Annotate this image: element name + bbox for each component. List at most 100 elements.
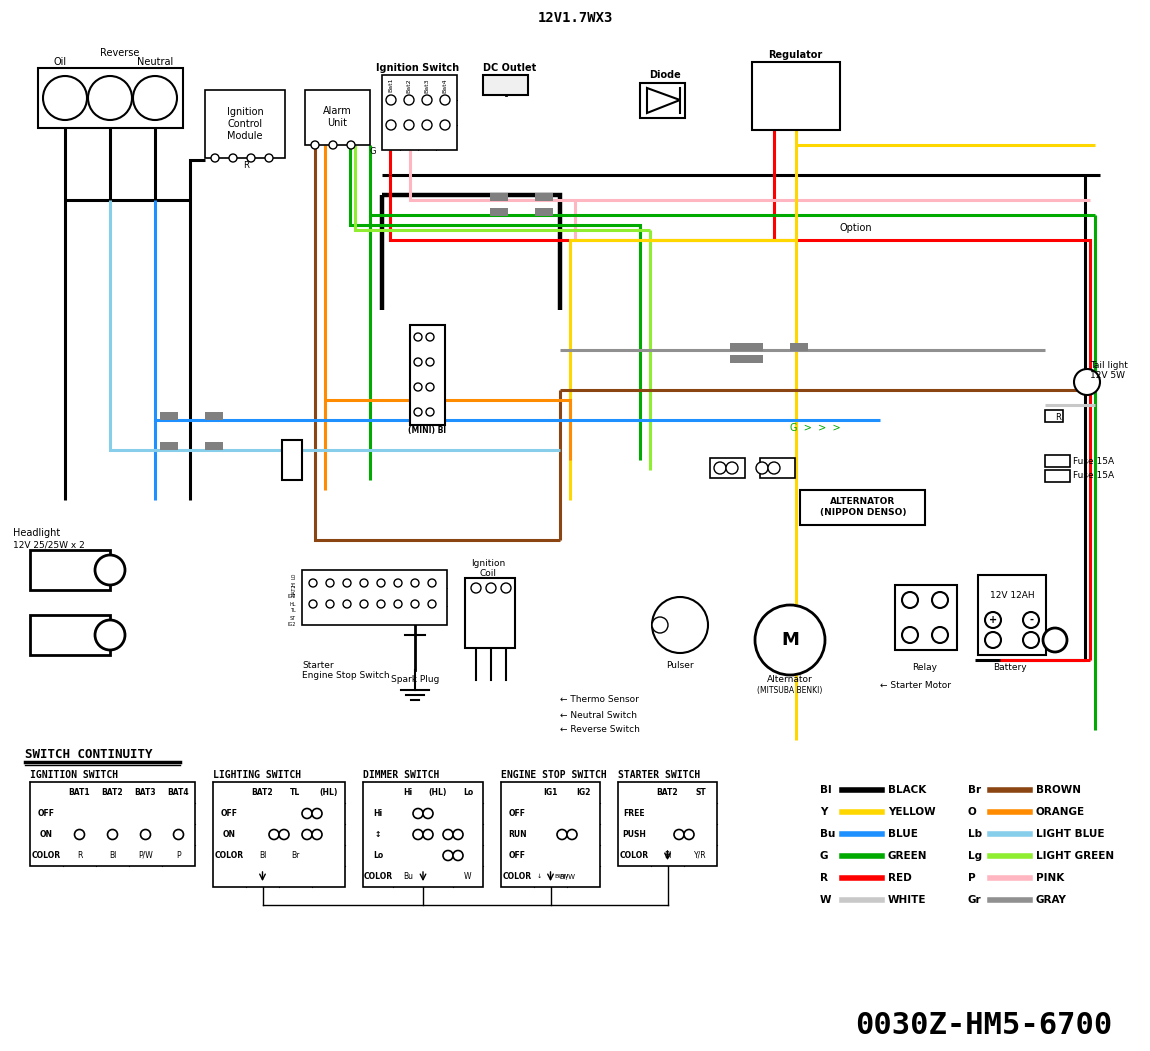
Circle shape [902, 592, 918, 607]
Text: RED: RED [888, 873, 912, 883]
Text: Br: Br [291, 851, 300, 860]
Text: STARTER SWITCH: STARTER SWITCH [618, 770, 700, 780]
Text: TL: TL [290, 788, 300, 797]
Bar [730, 343, 748, 351]
Text: BLACK: BLACK [888, 785, 926, 795]
Text: Bl: Bl [109, 851, 116, 860]
Circle shape [472, 583, 481, 593]
Circle shape [413, 808, 423, 819]
Text: Diode: Diode [649, 70, 681, 80]
Text: (HL): (HL) [429, 788, 447, 797]
Text: Option: Option [840, 223, 873, 233]
Bar [800, 490, 925, 526]
Text: IG1: IG1 [288, 595, 296, 599]
Text: Bat1: Bat1 [389, 78, 393, 92]
Bar [30, 615, 110, 655]
Text: Neutral: Neutral [137, 57, 174, 67]
Circle shape [386, 95, 396, 105]
Circle shape [264, 154, 273, 162]
Text: IGNITION SWITCH: IGNITION SWITCH [30, 770, 118, 780]
Circle shape [440, 95, 450, 105]
Circle shape [360, 579, 368, 588]
Circle shape [567, 829, 577, 840]
Circle shape [428, 579, 436, 588]
Text: COLOR: COLOR [363, 872, 392, 881]
Text: Ignition
Control
Module: Ignition Control Module [227, 107, 263, 141]
Text: Y/R: Y/R [695, 851, 707, 860]
Circle shape [726, 462, 738, 474]
Text: Bat4: Bat4 [443, 78, 447, 92]
Text: W: W [820, 895, 831, 905]
Bar [282, 440, 302, 480]
Circle shape [210, 154, 218, 162]
Text: PUSH: PUSH [622, 830, 646, 839]
Text: RUN: RUN [508, 830, 527, 839]
Circle shape [89, 76, 132, 120]
Circle shape [107, 829, 117, 840]
Text: BAT2: BAT2 [291, 583, 296, 596]
Text: BAT2: BAT2 [252, 788, 274, 797]
Text: (MITSUBA BENKI): (MITSUBA BENKI) [758, 685, 822, 695]
Bar [1045, 410, 1063, 423]
Bar [618, 782, 716, 866]
Text: (HL): (HL) [320, 788, 338, 797]
Text: ALTERNATOR
(NIPPON DENSO): ALTERNATOR (NIPPON DENSO) [820, 497, 906, 517]
Text: GREEN: GREEN [888, 851, 928, 861]
Bar [752, 62, 840, 130]
Circle shape [95, 620, 125, 650]
Circle shape [394, 579, 402, 588]
Circle shape [714, 462, 726, 474]
Text: Tail light: Tail light [1090, 360, 1128, 370]
Text: 12V 25/25W x 2: 12V 25/25W x 2 [13, 540, 85, 550]
Text: Bl/W: Bl/W [554, 874, 568, 879]
Text: Hi: Hi [291, 580, 296, 585]
Bar [205, 90, 285, 158]
Text: PINK: PINK [1036, 873, 1064, 883]
Circle shape [329, 141, 337, 149]
Circle shape [986, 612, 1000, 628]
Circle shape [309, 600, 317, 607]
Circle shape [269, 829, 279, 840]
Bar [730, 355, 748, 363]
Circle shape [386, 120, 396, 130]
Text: OFF: OFF [509, 809, 526, 818]
Text: Y: Y [820, 807, 827, 817]
Circle shape [414, 333, 422, 341]
Text: Bl: Bl [259, 851, 266, 860]
Text: OFF: OFF [509, 851, 526, 860]
Text: R: R [820, 873, 828, 883]
Circle shape [756, 605, 825, 675]
Circle shape [174, 829, 184, 840]
Circle shape [674, 829, 684, 840]
Circle shape [404, 120, 414, 130]
Text: O: O [968, 807, 976, 817]
Bar [30, 782, 196, 866]
Bar [38, 68, 183, 128]
Bar [760, 458, 795, 478]
Text: Pulser: Pulser [666, 660, 693, 669]
Circle shape [133, 76, 177, 120]
Circle shape [414, 383, 422, 391]
Text: Starter: Starter [302, 660, 333, 669]
Bar [535, 193, 553, 201]
Circle shape [343, 600, 351, 607]
Text: ST: ST [290, 616, 296, 620]
Text: Alarm
Unit: Alarm Unit [323, 106, 352, 128]
Text: G: G [820, 851, 828, 861]
Text: -: - [1029, 615, 1033, 625]
Circle shape [440, 120, 450, 130]
Bar [745, 355, 762, 363]
Text: R: R [243, 161, 248, 169]
Text: Fuse 15A: Fuse 15A [1073, 472, 1114, 480]
Text: ← Starter Motor: ← Starter Motor [880, 680, 951, 689]
Text: G: G [370, 147, 376, 157]
Text: Headlight: Headlight [13, 528, 60, 538]
Text: Battery: Battery [994, 663, 1027, 673]
Circle shape [360, 600, 368, 607]
Circle shape [1024, 632, 1038, 648]
Text: W: W [465, 872, 471, 881]
Circle shape [325, 579, 334, 588]
Circle shape [756, 462, 768, 474]
Bar [160, 442, 178, 450]
Circle shape [312, 808, 322, 819]
